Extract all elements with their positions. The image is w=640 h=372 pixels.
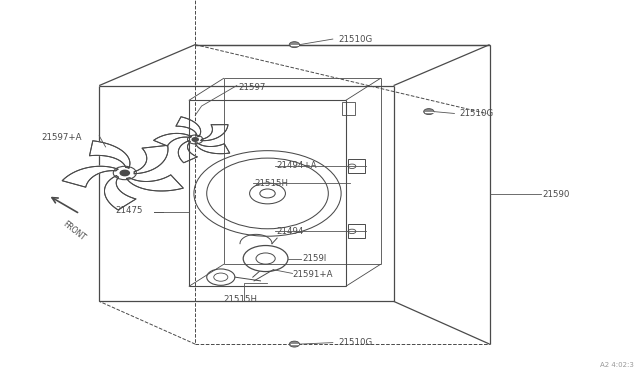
Text: 21510G: 21510G <box>338 35 372 44</box>
Polygon shape <box>195 143 230 154</box>
Circle shape <box>192 138 198 141</box>
Polygon shape <box>154 134 191 146</box>
Text: 2159l: 2159l <box>302 254 326 263</box>
Text: 21515H: 21515H <box>254 179 288 187</box>
Text: 21494: 21494 <box>276 227 304 235</box>
Circle shape <box>289 42 300 48</box>
Polygon shape <box>104 176 136 210</box>
Text: 21494+A: 21494+A <box>276 161 317 170</box>
Text: 21510G: 21510G <box>460 109 494 118</box>
Text: A2 4:02:3: A2 4:02:3 <box>600 362 634 368</box>
Polygon shape <box>127 175 183 191</box>
Text: 21515H: 21515H <box>223 295 257 304</box>
Text: 21510G: 21510G <box>338 338 372 347</box>
Circle shape <box>289 341 300 347</box>
Polygon shape <box>179 141 197 163</box>
Circle shape <box>424 109 434 115</box>
Text: 21597: 21597 <box>238 83 266 92</box>
Polygon shape <box>201 125 228 141</box>
Polygon shape <box>90 141 130 168</box>
Text: FRONT: FRONT <box>61 219 86 243</box>
Polygon shape <box>176 117 201 137</box>
Circle shape <box>120 170 129 176</box>
Polygon shape <box>134 145 168 174</box>
Polygon shape <box>62 166 118 187</box>
Text: 21590: 21590 <box>542 190 570 199</box>
Text: 21591+A: 21591+A <box>292 270 333 279</box>
Text: 21597+A: 21597+A <box>42 133 82 142</box>
Text: 21475: 21475 <box>115 206 143 215</box>
